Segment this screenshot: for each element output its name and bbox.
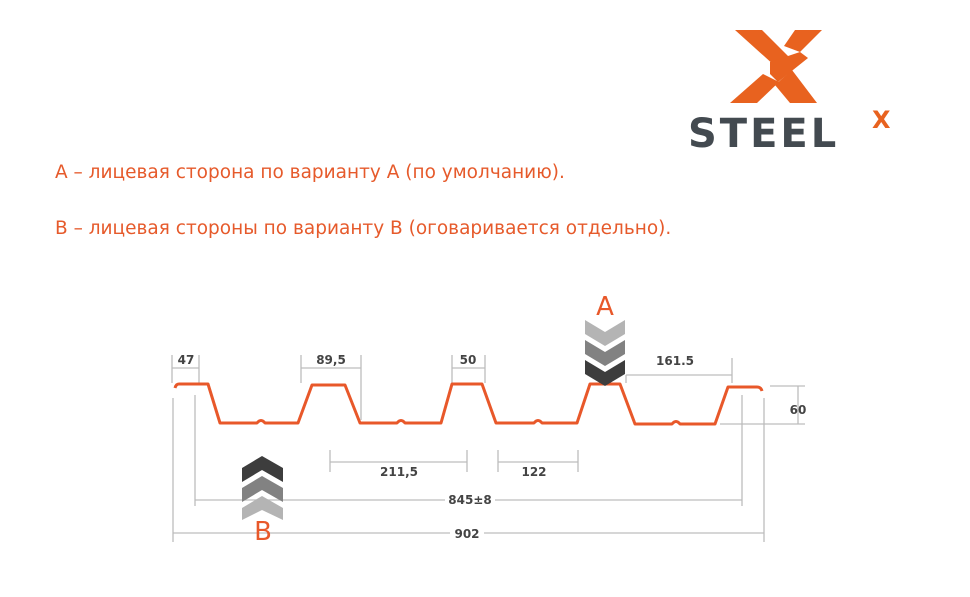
logo-superscript: X (872, 106, 891, 134)
dim-845: 845±8 (448, 493, 491, 507)
side-b-label: B (254, 517, 272, 547)
note-side-a: А – лицевая сторона по варианту А (по ум… (55, 162, 565, 183)
side-a-label: A (596, 292, 614, 322)
steelx-logo: STEEL X (688, 30, 891, 157)
dim-47: 47 (178, 353, 195, 367)
dim-211-5: 211,5 (380, 465, 418, 479)
note-side-b: В – лицевая стороны по варианту В (огова… (55, 218, 672, 239)
logo-x-mark (730, 30, 822, 103)
side-a-arrow-icon (585, 320, 625, 386)
dim-89-5: 89,5 (316, 353, 346, 367)
dim-60: 60 (790, 403, 807, 417)
dim-122: 122 (521, 465, 546, 479)
dim-902: 902 (454, 527, 479, 541)
dimension-lines (172, 367, 799, 534)
dim-161-5: 161.5 (656, 354, 694, 368)
extension-lines (171, 355, 805, 542)
logo-wordmark: STEEL (688, 111, 839, 157)
side-b-arrow-icon (242, 456, 283, 520)
profile-line (173, 382, 764, 426)
dim-50: 50 (460, 353, 477, 367)
dimension-labels: 47 89,5 50 161.5 60 211,5 122 845±8 902 (178, 353, 807, 541)
